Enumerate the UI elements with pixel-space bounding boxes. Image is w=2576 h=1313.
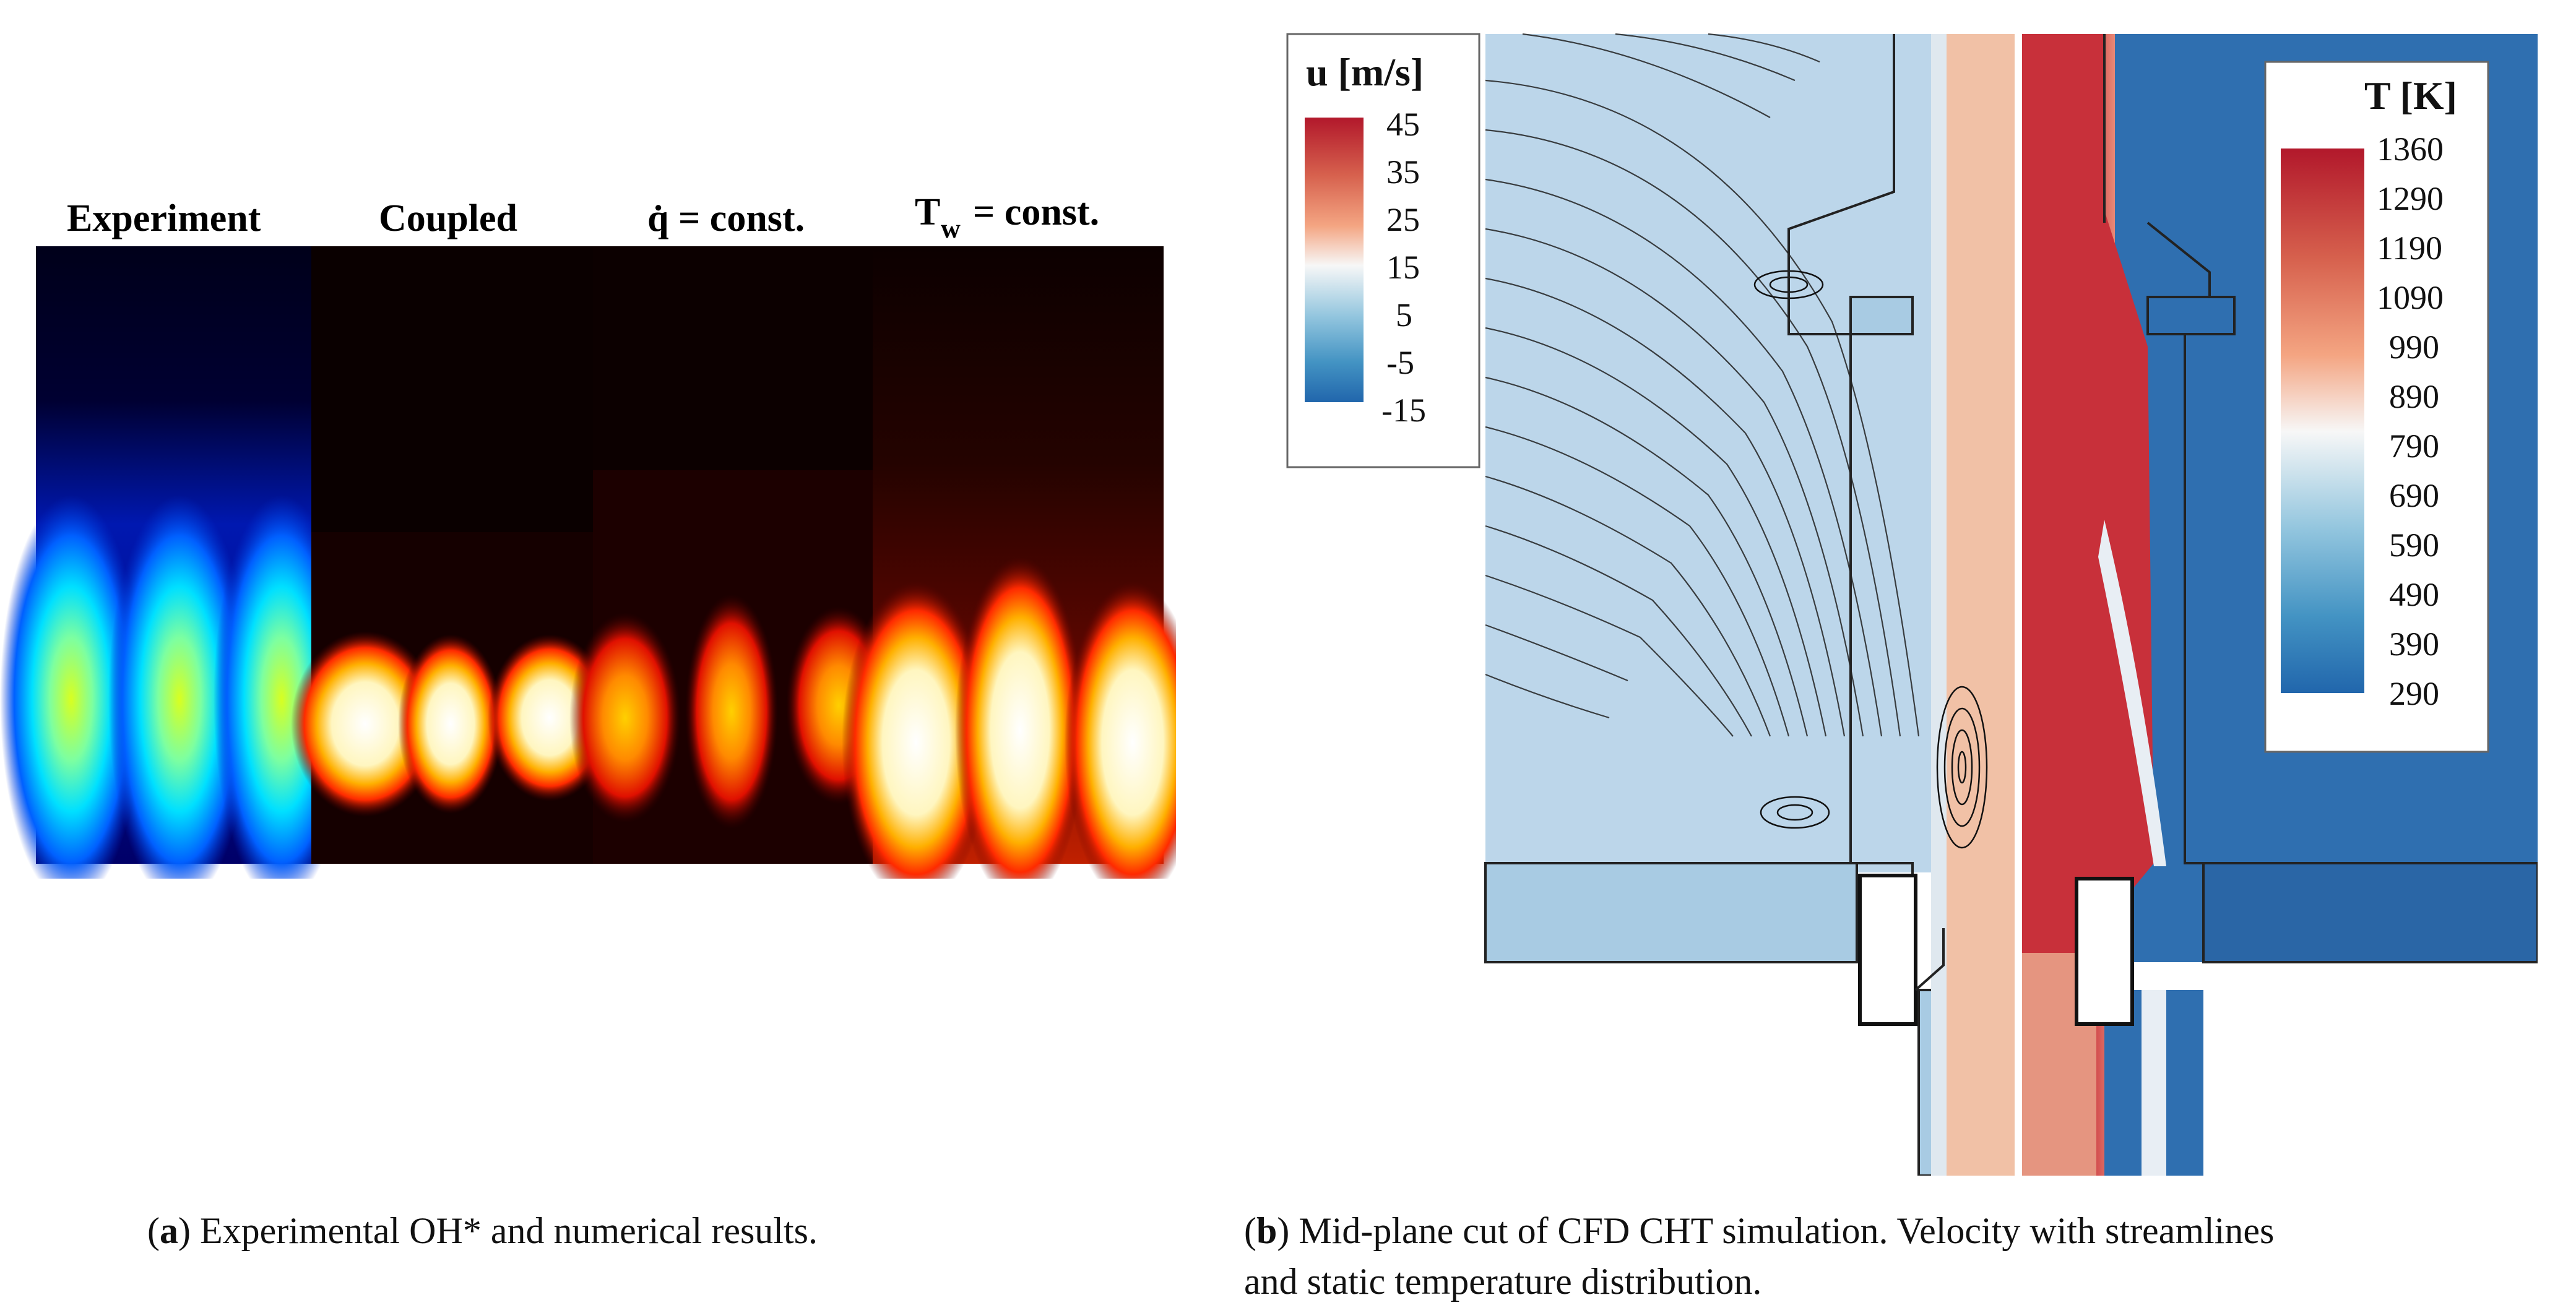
t-tick-990: 990 [2389,329,2439,366]
caption-b: (b) Mid-plane cut of CFD CHT simulation.… [1244,1205,2569,1307]
t-tick-690: 690 [2389,477,2439,514]
t-tick-590: 590 [2389,527,2439,564]
u-tick-35: 35 [1386,153,1420,191]
label-tw-subscript: w [941,213,961,244]
label-q-const: q̇ = const. [647,197,805,239]
caption-b-text1: Mid-plane cut of CFD CHT simulation. Vel… [1299,1210,2275,1251]
t-tick-390: 390 [2389,626,2439,663]
t-tick-1290: 1290 [2377,180,2444,217]
cfd-simulation-figure [1286,33,2538,1176]
caption-b-line1: (b) Mid-plane cut of CFD CHT simulation.… [1244,1210,2275,1251]
caption-a: (a) Experimental OH* and numerical resul… [147,1210,818,1251]
panel-b: u [m/s] 45 35 25 15 5 -5 -15 T [K] 1360 … [1275,25,2538,1176]
label-experiment: Experiment [67,197,261,239]
u-tick-25: 25 [1386,201,1420,238]
t-tick-890: 890 [2389,378,2439,415]
u-tick-15: 15 [1386,249,1420,286]
u-tick-5: 5 [1396,296,1412,334]
u-tick-m15: -15 [1381,392,1426,429]
t-legend-title: T [K] [2364,74,2457,118]
t-tick-1360: 1360 [2377,131,2444,168]
caption-a-letter: a [159,1210,178,1251]
label-coupled: Coupled [379,197,517,239]
label-tw: T [915,191,941,233]
u-tick-m5: -5 [1386,344,1414,381]
u-tick-45: 45 [1386,106,1420,143]
t-tick-790: 790 [2389,428,2439,465]
caption-b-line2: and static temperature distribution. [1244,1261,1762,1302]
t-tick-490: 490 [2389,576,2439,613]
panel-a: Experiment Coupled q̇ = const. T w = con… [0,0,1188,897]
t-tick-290: 290 [2389,675,2439,712]
caption-a-text: Experimental OH* and numerical results. [199,1210,818,1251]
t-tick-1090: 1090 [2377,279,2444,316]
t-tick-1190: 1190 [2377,230,2442,267]
flame-images [0,246,1176,879]
label-tw-const: = const. [973,191,1100,233]
caption-b-letter: b [1256,1210,1277,1251]
u-legend-title: u [m/s] [1306,50,1424,94]
